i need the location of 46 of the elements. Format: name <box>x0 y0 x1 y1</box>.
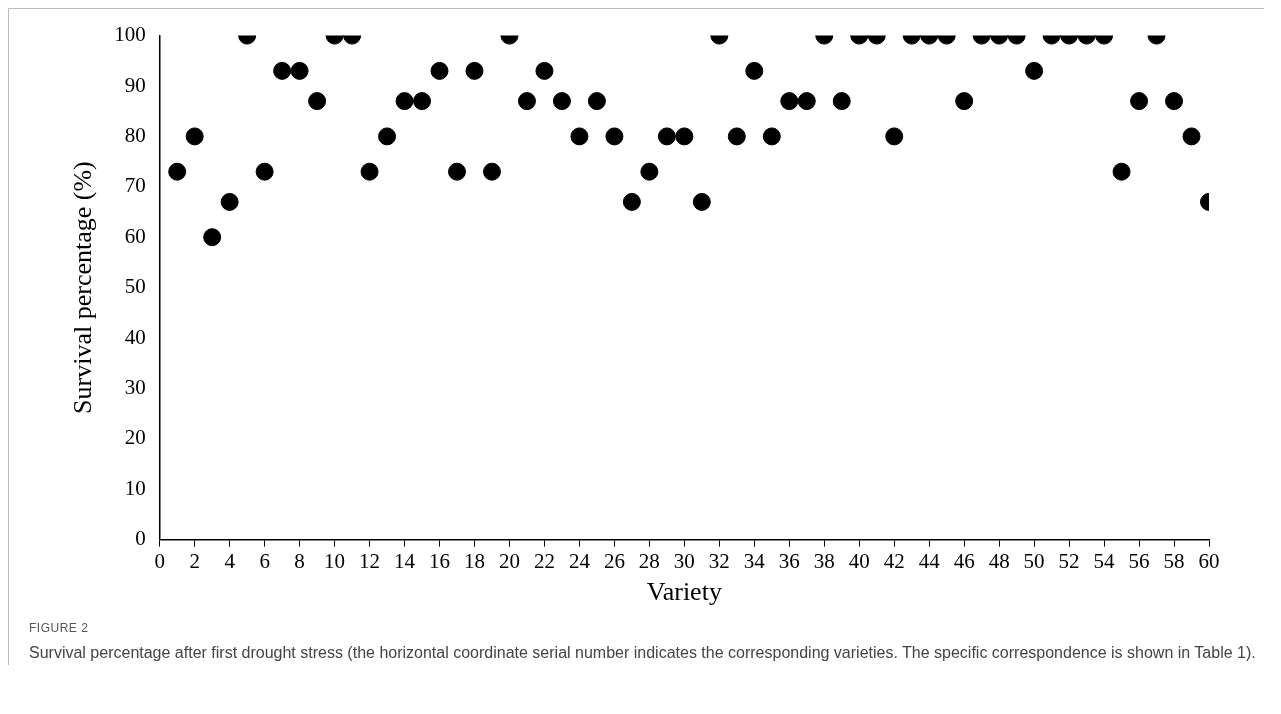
x-tick-label: 32 <box>708 548 730 573</box>
x-axis-title: Variety <box>646 577 722 607</box>
x-tick-label: 14 <box>394 548 416 573</box>
y-tick-label: 90 <box>124 72 146 97</box>
x-tick-label: 44 <box>918 548 941 573</box>
x-tick-label: 30 <box>673 548 695 573</box>
x-tick-label: 42 <box>883 548 905 573</box>
x-tick-label: 28 <box>638 548 660 573</box>
y-tick-label: 10 <box>124 475 146 500</box>
x-tick-label: 16 <box>429 548 451 573</box>
x-tick-label: 26 <box>603 548 625 573</box>
x-tick-label: 38 <box>813 548 835 573</box>
x-tick-label: 4 <box>224 548 236 573</box>
y-tick-label: 60 <box>124 223 146 248</box>
y-tick-label: 20 <box>124 425 146 450</box>
x-tick-label: 12 <box>359 548 381 573</box>
x-tick-label: 40 <box>848 548 870 573</box>
x-tick-label: 0 <box>154 548 165 573</box>
y-tick-label: 100 <box>114 22 146 47</box>
x-tick-label: 56 <box>1128 548 1150 573</box>
x-tick-label: 58 <box>1163 548 1185 573</box>
y-axis-title: Survival percentage (%) <box>68 161 98 414</box>
caption: FIGURE 2 <box>29 621 90 635</box>
y-tick-label: 50 <box>124 274 146 299</box>
y-tick-label: 40 <box>124 324 146 349</box>
y-tick-label: 80 <box>124 122 146 147</box>
x-tick-label: 36 <box>778 548 800 573</box>
x-tick-label: 54 <box>1093 548 1116 573</box>
y-tick-label: 0 <box>135 526 146 551</box>
x-tick-label: 6 <box>259 548 270 573</box>
x-tick-label: 34 <box>743 548 766 573</box>
x-tick-label: 46 <box>953 548 975 573</box>
x-tick-label: 8 <box>294 548 305 573</box>
x-tick-label: 18 <box>463 548 485 573</box>
x-tick-label: 24 <box>568 548 591 573</box>
x-tick-label: 48 <box>988 548 1010 573</box>
y-tick-label: 70 <box>124 173 146 198</box>
x-tick-label: 60 <box>1198 548 1220 573</box>
x-tick-label: 10 <box>324 548 346 573</box>
x-tick-label: 52 <box>1058 548 1080 573</box>
x-tick-label: 2 <box>189 548 200 573</box>
x-tick-label: 50 <box>1023 548 1045 573</box>
y-tick-label: 30 <box>124 374 146 399</box>
x-tick-label: 22 <box>533 548 555 573</box>
x-tick-label: 20 <box>498 548 520 573</box>
text: Survival percentage after first drought stress (the horizontal coordinate serial number indicates the corresponding varieties. The specific correspondence is shown in Table 1). <box>29 643 1257 663</box>
